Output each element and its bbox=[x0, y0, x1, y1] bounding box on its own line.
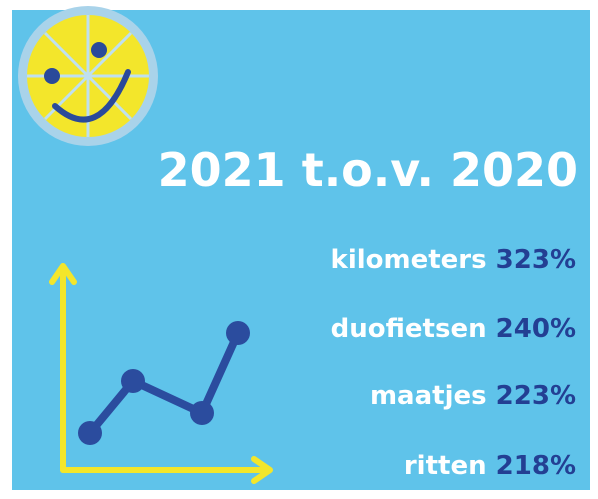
stat-value: 223% bbox=[496, 381, 576, 411]
stat-value: 240% bbox=[496, 314, 576, 344]
stat-label: duofietsen bbox=[331, 314, 487, 344]
stat-row: maatjes 223% bbox=[370, 381, 576, 411]
stat-row: kilometers 323% bbox=[331, 245, 576, 275]
stat-label: maatjes bbox=[370, 381, 487, 411]
stat-row: duofietsen 240% bbox=[331, 314, 576, 344]
chart-icon bbox=[49, 263, 273, 484]
stat-value: 323% bbox=[496, 245, 576, 275]
stat-label: kilometers bbox=[331, 245, 487, 275]
stat-label: ritten bbox=[404, 451, 487, 481]
stat-row: ritten 218% bbox=[404, 451, 576, 481]
stats: kilometers 323% duofietsen 240% maatjes 22… bbox=[331, 245, 576, 481]
title: 2021 t.o.v. 2020 bbox=[158, 143, 578, 197]
stat-value: 218% bbox=[496, 451, 576, 481]
smiley bbox=[18, 6, 158, 146]
